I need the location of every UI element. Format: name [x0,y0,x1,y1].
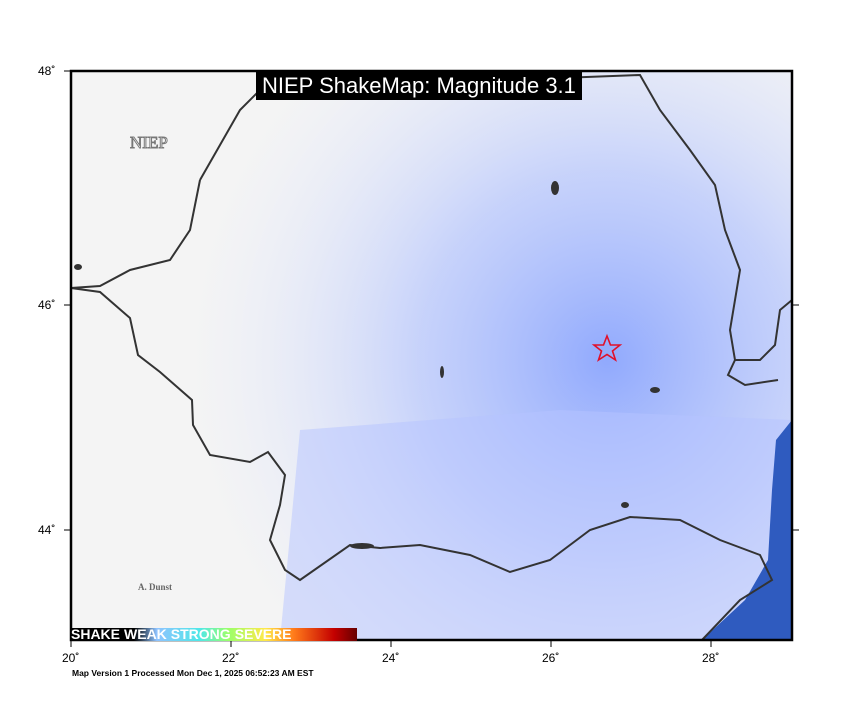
author-label: A. Dunst [138,582,173,592]
lon-tick: 24˚ [382,651,400,665]
legend-label: WEAK [124,628,167,641]
legend-label: SEVERE [234,628,292,641]
credit-label: NIEP [130,133,169,153]
lon-tick: 20˚ [62,651,80,665]
lon-tick: 22˚ [222,651,240,665]
map-title: NIEP ShakeMap: Magnitude 3.1 [256,72,582,100]
lat-tick: 44˚ [38,523,56,537]
axis-ticks [64,70,799,647]
intensity-south [280,410,792,640]
lon-tick: 28˚ [702,651,720,665]
version-footer: Map Version 1 Processed Mon Dec 1, 2025 … [72,668,314,678]
legend-label: SHAKE [71,628,121,641]
legend-label: STRONG [170,628,231,641]
black-sea [702,420,792,640]
lakes [74,181,660,549]
epicenter-star-icon [591,333,623,362]
intensity-legend: SHAKE WEAK STRONG SEVERE [71,628,357,641]
map-frame [69,69,794,642]
lat-tick: 46˚ [38,298,56,312]
lat-tick: 48˚ [38,64,56,78]
lon-tick: 26˚ [542,651,560,665]
